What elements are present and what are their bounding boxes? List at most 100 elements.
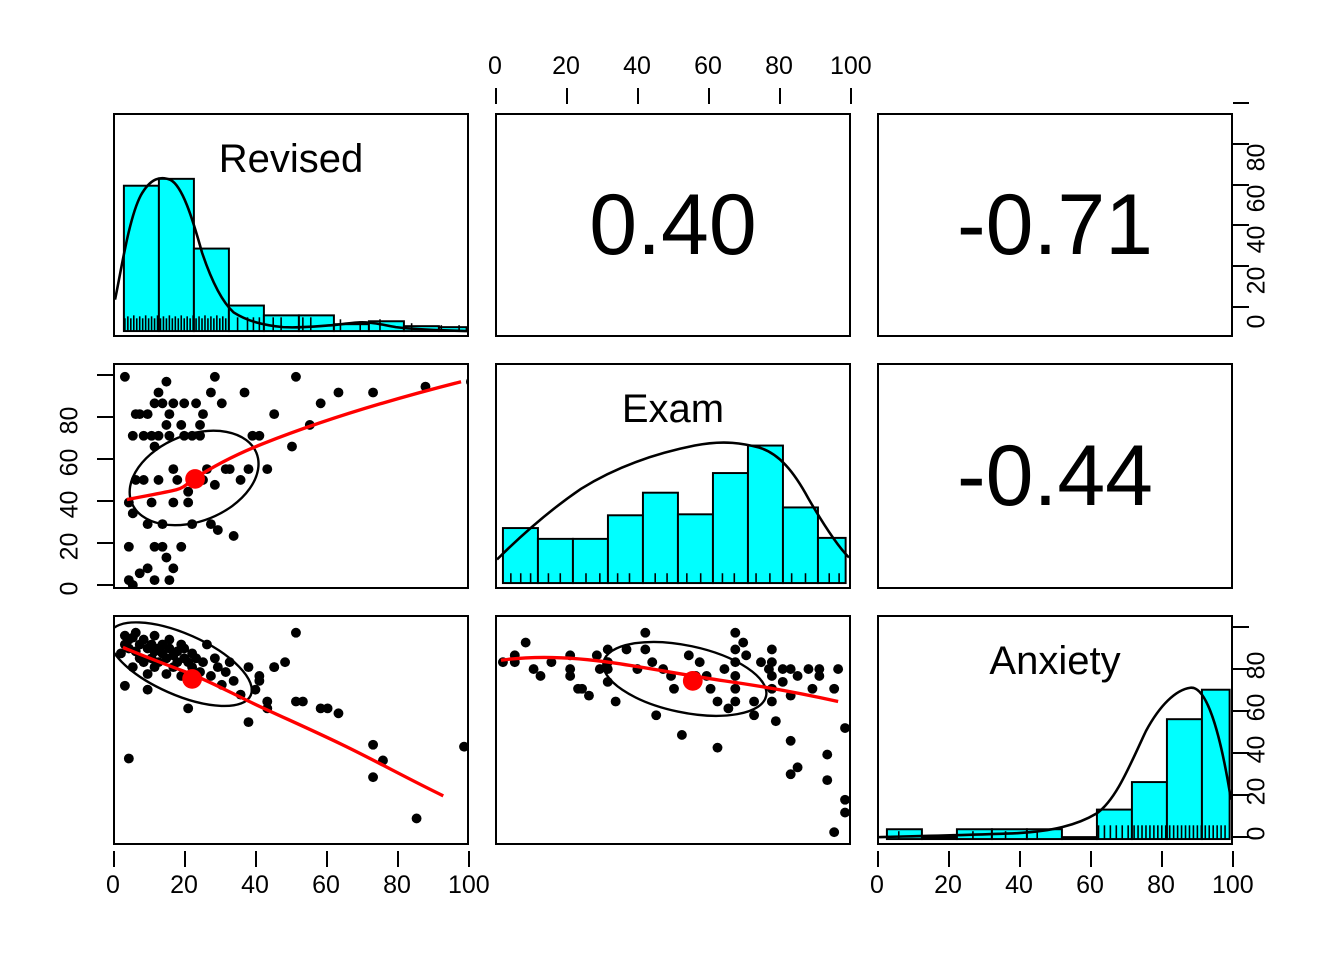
axis-right-tickmark [1233,710,1249,712]
axis-right-tickmark [1233,626,1249,628]
axis-bottom-column3: 0 20 40 60 80 100 [870,845,1254,905]
axis-left-row2: 0 20 40 60 80 [40,363,115,595]
axis-bottom-tickmark [184,851,186,867]
axis-top-tickmark [495,88,497,104]
density-curve [497,441,849,561]
panel-scatter-revised-exam[interactable] [113,363,469,589]
axis-left-tickmark [97,416,113,418]
panel-diagonal-anxiety[interactable]: Anxiety [877,615,1233,845]
axis-right-tickmark [1233,794,1249,796]
axis-right-tickmark [1233,668,1249,670]
axis-right3-tick-0: 0 [1242,826,1271,841]
axis-right-tick-0: 0 [1242,314,1271,329]
axis-bottom-tickmark [468,851,470,867]
axis-right-row1: 0 20 40 60 80 [1233,102,1323,337]
axis-top-tickmark [708,88,710,104]
centroid-marker [682,671,703,691]
axis-right-tick-40: 40 [1242,225,1271,254]
axis-bottom-tick-100: 100 [448,871,490,899]
axis-right-tick-80: 80 [1242,143,1271,172]
axis-bottom3-tick-40: 40 [1005,871,1033,899]
panel-diagonal-revised[interactable]: Revised [113,113,469,337]
axis-bottom3-tick-20: 20 [934,871,962,899]
confidence-ellipse [115,621,253,708]
histogram-bars [501,444,847,585]
axis-top-tickmark [850,88,852,104]
rug-marks [897,825,1226,840]
rug-marks [510,573,840,584]
axis-top-column2: 0 20 40 60 80 100 [488,52,872,112]
axis-right-tick-20: 20 [1242,266,1271,295]
axis-bottom-tick-40: 40 [241,871,269,899]
panel-correlation-exam-anxiety[interactable]: -0.44 [877,363,1233,589]
axis-top-tick-60: 60 [694,52,722,80]
centroid-marker [182,669,203,689]
axis-bottom-tickmark [255,851,257,867]
axis-bottom3-tickmark [1232,851,1234,867]
axis-bottom-tickmark [397,851,399,867]
histogram-bars [122,177,467,333]
axis-top-tick-40: 40 [623,52,651,80]
axis-left-tickmark [97,500,113,502]
axis-top-tick-20: 20 [552,52,580,80]
panel-diagonal-exam[interactable]: Exam [495,363,851,589]
axis-top-tick-0: 0 [488,52,502,80]
axis-bottom3-tickmark [1161,851,1163,867]
scatter-points [497,627,849,838]
axis-left-tick-0: 0 [55,581,84,596]
axis-bottom-column1: 0 20 40 60 80 100 [106,845,490,905]
axis-left-tick-60: 60 [55,448,84,477]
axis-right3-tick-80: 80 [1242,651,1271,680]
centroid-marker [185,469,205,489]
anxiety-histogram-svg [879,686,1231,841]
axis-top-tick-80: 80 [765,52,793,80]
axis-right-tickmark [1233,143,1249,145]
panel-correlation-revised-exam[interactable]: 0.40 [495,113,851,337]
axis-bottom-tick-60: 60 [312,871,340,899]
axis-left-tickmark [97,584,113,586]
correlation-value-revised-anxiety: -0.71 [956,177,1154,273]
axis-bottom3-tick-60: 60 [1076,871,1104,899]
loess-line [500,655,839,704]
axis-left-tickmark [97,374,113,376]
panel-scatter-exam-anxiety[interactable] [495,615,851,845]
density-curve [879,686,1231,839]
axis-right-tickmark [1233,224,1249,226]
axis-right-tickmark [1233,836,1249,838]
loess-line [122,645,445,798]
axis-right3-tick-20: 20 [1242,777,1271,806]
axis-right-tickmark [1233,306,1249,308]
axis-right-tickmark [1233,102,1249,104]
axis-bottom-tick-20: 20 [170,871,198,899]
axis-left-tick-40: 40 [55,490,84,519]
panel-correlation-revised-anxiety[interactable]: -0.71 [877,113,1233,337]
axis-bottom3-tickmark [1019,851,1021,867]
axis-bottom3-tickmark [1090,851,1092,867]
exam-histogram-svg [497,441,849,585]
axis-left-tick-80: 80 [55,406,84,435]
axis-right3-tick-60: 60 [1242,693,1271,722]
axis-bottom3-tick-100: 100 [1212,871,1254,899]
axis-bottom-tickmark [113,851,115,867]
axis-bottom-tick-0: 0 [106,871,120,899]
axis-top-tickmark [637,88,639,104]
axis-bottom-tickmark [326,851,328,867]
axis-bottom3-tickmark [877,851,879,867]
axis-bottom3-tick-0: 0 [870,871,884,899]
revised-histogram-svg [115,176,467,333]
loess-line [126,380,462,502]
rug-marks [124,315,460,332]
correlation-value-exam-anxiety: -0.44 [956,428,1154,524]
axis-bottom3-tick-80: 80 [1147,871,1175,899]
axis-right-tickmark [1233,265,1249,267]
axis-bottom3-tickmark [948,851,950,867]
axis-left-tick-20: 20 [55,532,84,561]
axis-right-tickmark [1233,184,1249,186]
scatter-exam-anxiety-svg [497,627,849,838]
scatter-revised-exam-svg [119,371,467,587]
panel-scatter-revised-anxiety[interactable] [113,615,469,845]
axis-right-tick-60: 60 [1242,184,1271,213]
axis-left-tickmark [97,542,113,544]
axis-bottom-tick-80: 80 [383,871,411,899]
